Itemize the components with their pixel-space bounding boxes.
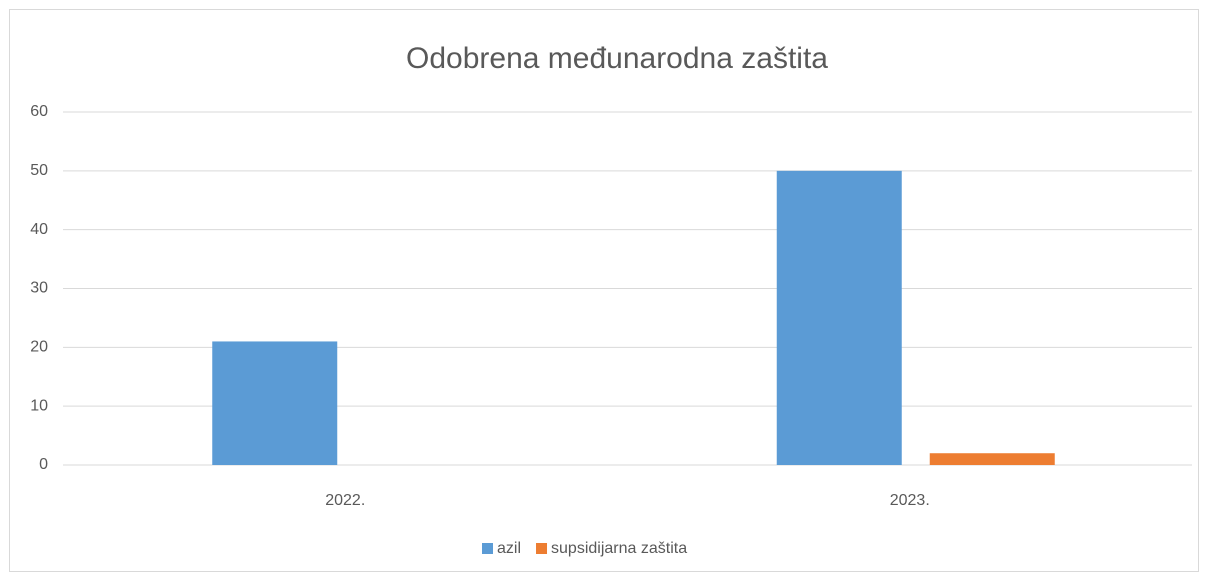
bar <box>929 453 1055 465</box>
chart-border <box>9 9 1199 572</box>
y-tick-label: 0 <box>39 456 48 473</box>
legend-label: supsidijarna zaštita <box>551 540 687 557</box>
y-tick-label: 50 <box>30 162 48 179</box>
legend-label: azil <box>497 540 521 557</box>
y-tick-label: 60 <box>30 103 48 120</box>
y-tick-label: 20 <box>30 339 48 356</box>
x-tick-label: 2022. <box>325 492 365 509</box>
bar <box>212 341 338 465</box>
y-tick-label: 40 <box>30 221 48 238</box>
legend-swatch <box>482 543 493 554</box>
y-tick-label: 30 <box>30 280 48 297</box>
legend-swatch <box>536 543 548 554</box>
x-tick-label: 2023. <box>890 492 930 509</box>
bar <box>776 170 902 466</box>
chart-title: Odobrena međunarodna zaštita <box>406 42 828 75</box>
y-tick-label: 10 <box>30 397 48 414</box>
